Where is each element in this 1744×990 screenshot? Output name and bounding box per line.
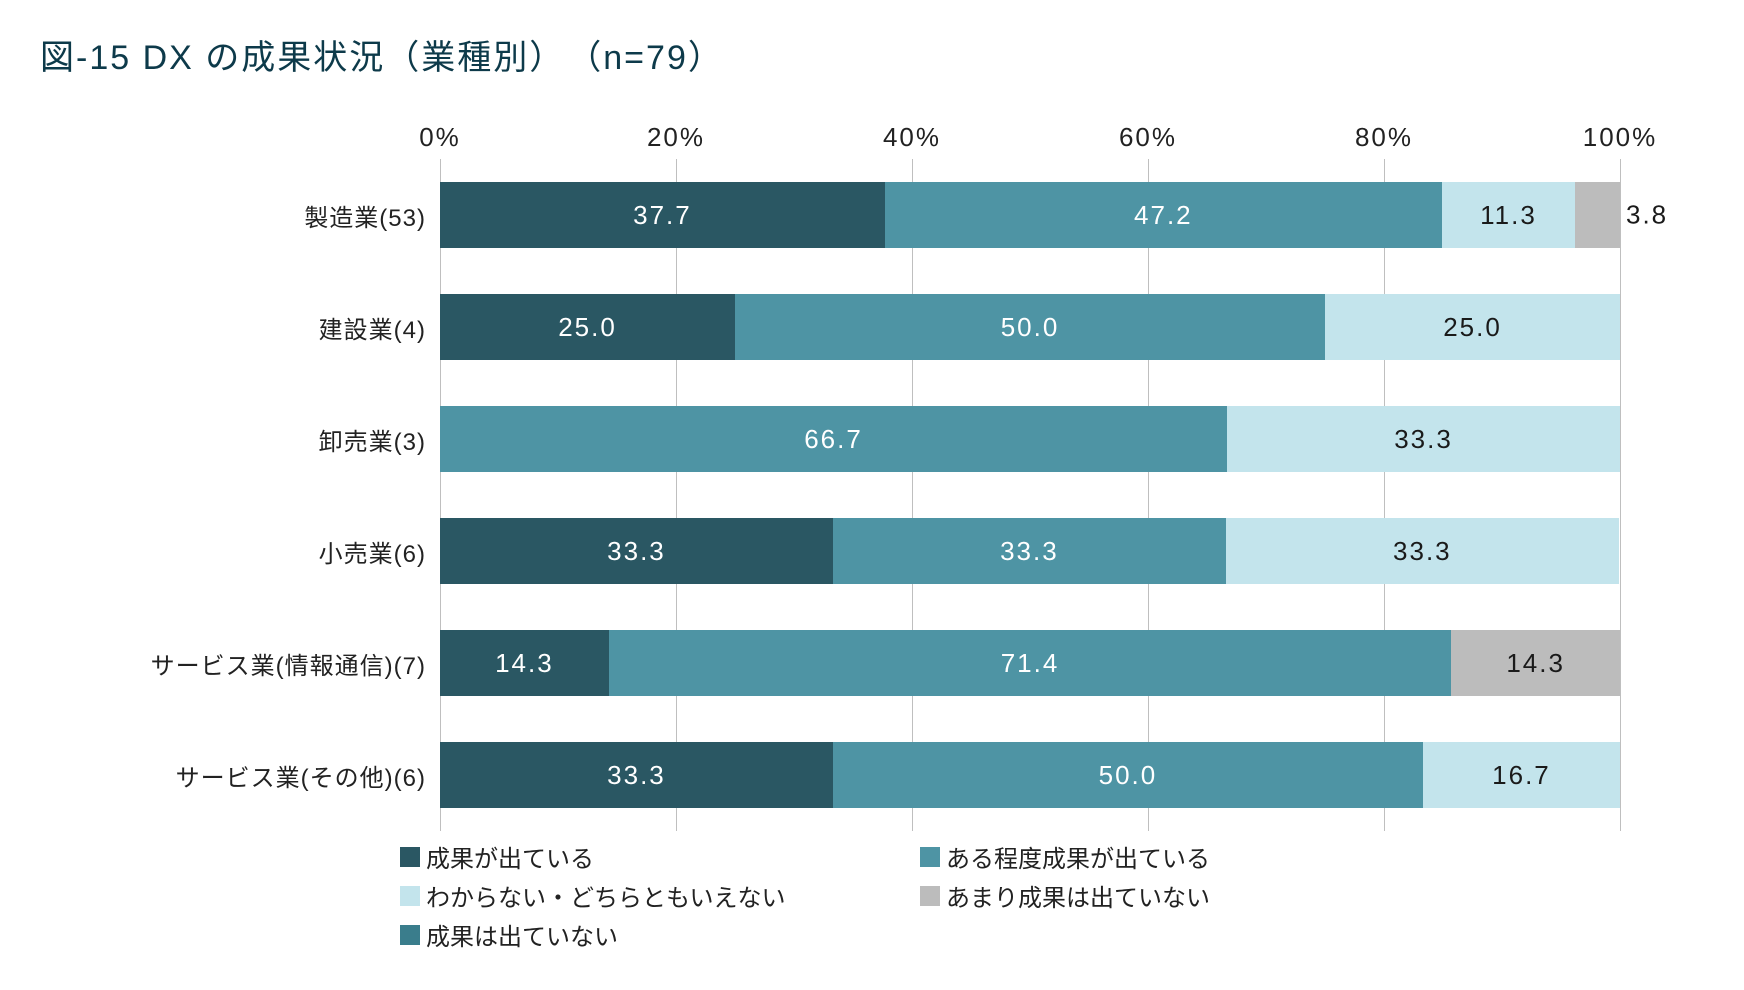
bar-segment: 33.3 [833, 518, 1226, 584]
bar-segment: 33.3 [1227, 406, 1620, 472]
bar-segment: 37.7 [440, 182, 885, 248]
category-label: 建設業(4) [120, 271, 440, 383]
legend-label: あまり成果は出ていない [946, 878, 1210, 913]
legend: 成果が出ている ある程度成果が出ているわからない・どちらともいえない あまり成果は出… [400, 839, 1580, 956]
category-label: サービス業(その他)(6) [120, 719, 440, 831]
plot-area: 37.747.211.33.825.050.025.066.733.333.33… [440, 159, 1620, 831]
legend-swatch [400, 925, 420, 945]
bar-segment: 33.3 [1226, 518, 1619, 584]
legend-swatch [920, 847, 940, 867]
x-tick: 20% [647, 122, 705, 153]
x-tick: 60% [1119, 122, 1177, 153]
bar-row: 37.747.211.33.8 [440, 159, 1620, 271]
legend-item: あまり成果は出ていない [920, 878, 1380, 913]
bar-segment: 71.4 [609, 630, 1452, 696]
bar-segment [1575, 182, 1620, 248]
legend-swatch [400, 847, 420, 867]
bar-segment: 47.2 [885, 182, 1442, 248]
bar-segment: 50.0 [735, 294, 1325, 360]
bar-row: 33.350.016.7 [440, 719, 1620, 831]
bar-segment: 25.0 [1325, 294, 1620, 360]
bar-segment: 14.3 [1451, 630, 1620, 696]
x-tick: 40% [883, 122, 941, 153]
legend-swatch [920, 886, 940, 906]
stacked-bar: 33.350.016.7 [440, 742, 1620, 808]
legend-label: 成果は出ていない [426, 917, 618, 952]
stacked-bar: 25.050.025.0 [440, 294, 1620, 360]
bar-row: 33.333.333.3 [440, 495, 1620, 607]
bar-segment: 14.3 [440, 630, 609, 696]
stacked-bar: 66.733.3 [440, 406, 1620, 472]
x-tick: 100% [1583, 122, 1658, 153]
stacked-bar: 33.333.333.3 [440, 518, 1620, 584]
chart-container: 図-15 DX の成果状況（業種別） （n=79） 0% 20% 40% 60% 80%… [0, 0, 1744, 990]
category-label: 卸売業(3) [120, 383, 440, 495]
category-label: 製造業(53) [120, 159, 440, 271]
bar-row: 25.050.025.0 [440, 271, 1620, 383]
legend-item: 成果は出ていない [400, 917, 860, 952]
legend-label: ある程度成果が出ている [946, 839, 1210, 874]
category-label: 小売業(6) [120, 495, 440, 607]
bar-segment: 16.7 [1423, 742, 1620, 808]
x-tick: 0% [419, 122, 461, 153]
legend-label: 成果が出ている [426, 839, 594, 874]
x-tick: 80% [1355, 122, 1413, 153]
chart-title: 図-15 DX の成果状況（業種別） （n=79） [40, 30, 1704, 79]
bar-row: 66.733.3 [440, 383, 1620, 495]
bar-segment: 66.7 [440, 406, 1227, 472]
bar-segment: 11.3 [1442, 182, 1575, 248]
legend-item: 成果が出ている [400, 839, 860, 874]
category-label: サービス業(情報通信)(7) [120, 607, 440, 719]
stacked-bar: 37.747.211.33.8 [440, 182, 1620, 248]
x-axis: 0% 20% 40% 60% 80% 100% [120, 119, 1704, 159]
y-axis-labels: 製造業(53)建設業(4)卸売業(3)小売業(6)サービス業(情報通信)(7)サ… [120, 159, 440, 831]
chart-area: 0% 20% 40% 60% 80% 100% 製造業(53)建設業(4)卸売業(3)小売… [120, 119, 1704, 831]
stacked-bar: 14.371.414.3 [440, 630, 1620, 696]
legend-item: わからない・どちらともいえない [400, 878, 860, 913]
bar-segment: 25.0 [440, 294, 735, 360]
legend-label: わからない・どちらともいえない [426, 878, 786, 913]
legend-swatch [400, 886, 420, 906]
bar-value-outside: 3.8 [1626, 200, 1668, 231]
bar-segment: 33.3 [440, 742, 833, 808]
bar-segment: 33.3 [440, 518, 833, 584]
bar-row: 14.371.414.3 [440, 607, 1620, 719]
legend-item: ある程度成果が出ている [920, 839, 1380, 874]
bar-segment: 50.0 [833, 742, 1423, 808]
